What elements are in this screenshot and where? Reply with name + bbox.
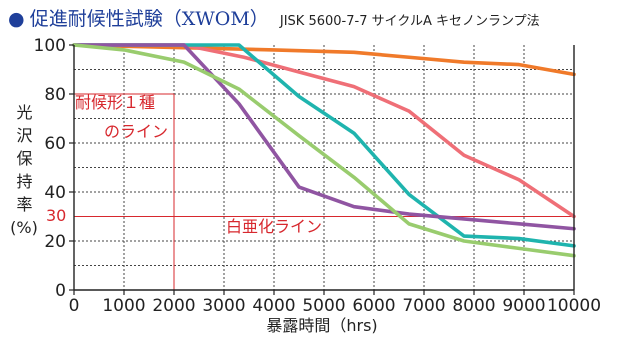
- x-tick-label: 7000: [402, 296, 445, 316]
- x-tick-label: 8000: [452, 296, 495, 316]
- x-tick-label: 1000: [102, 296, 145, 316]
- x-tick-label: 3000: [202, 296, 245, 316]
- x-tick-label: 5000: [302, 296, 345, 316]
- y-tick-label: 80: [44, 85, 66, 105]
- title-subtitle: JISK 5600-7-7 サイクルA キセノンランプ法: [279, 14, 540, 29]
- y-tick-label: 100: [34, 36, 66, 56]
- chart-title: ● 促進耐候性試験（XWOM） JISK 5600-7-7 サイクルA キセノン…: [8, 8, 540, 30]
- y-label-char-3: 保: [16, 149, 32, 168]
- y-tick-labels: 0 20 40 60 80 100: [34, 36, 66, 301]
- series-line-5: [72, 43, 576, 258]
- y-label-char-1: 光: [16, 103, 32, 122]
- x-tick-label: 0: [69, 296, 80, 316]
- x-axis-label: 暴露時間（hrs): [266, 316, 377, 335]
- title-main: 促進耐候性試験（XWOM）: [30, 8, 269, 30]
- x-tick-labels: 0 1000 2000 3000 4000 5000 6000 7000 8000 9000 100…: [69, 296, 601, 316]
- grid: [74, 45, 574, 290]
- y-tick-label: 20: [44, 232, 66, 252]
- x-tick-label: 2000: [152, 296, 195, 316]
- y-label-char-6: (%): [10, 218, 38, 237]
- x-tick-label: 9000: [502, 296, 545, 316]
- weather-label-line2: のライン: [104, 122, 168, 141]
- x-tick-label: 6000: [352, 296, 395, 316]
- y-tick-label: 0: [55, 281, 66, 301]
- y-label-char-2: 沢: [16, 126, 32, 145]
- annotation-lines: [74, 93, 574, 290]
- y-tick-30: 30: [46, 206, 66, 225]
- x-tick-label: 10000: [547, 296, 601, 316]
- y-tick-label: 60: [44, 134, 66, 154]
- y-label-char-4: 持: [16, 172, 32, 191]
- title-bullet: ●: [8, 8, 25, 30]
- y-label-char-5: 率: [16, 195, 32, 214]
- series-group: [72, 43, 576, 258]
- series-line-3: [72, 43, 576, 248]
- x-tick-label: 4000: [252, 296, 295, 316]
- y-axis-label: 光 沢 保 持 率 (%): [10, 103, 38, 237]
- weather-label-line1: 耐候形１種: [75, 93, 155, 112]
- axes: [69, 44, 575, 295]
- series-line-4: [72, 43, 576, 231]
- series-line-2: [72, 43, 576, 219]
- y-tick-label: 40: [44, 183, 66, 203]
- chalk-line-label: 白亜化ライン: [226, 217, 322, 236]
